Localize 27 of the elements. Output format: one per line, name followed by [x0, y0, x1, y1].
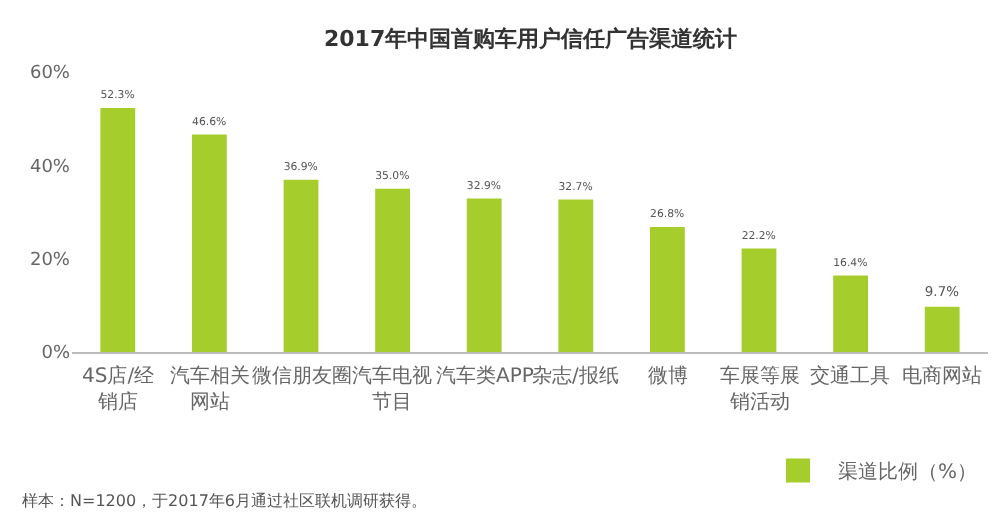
y-tick-label: 20% — [29, 250, 71, 271]
bar — [741, 248, 777, 352]
x-tick-label: 车展等展销活动 — [720, 364, 800, 414]
bar — [650, 226, 685, 352]
bar — [192, 134, 227, 352]
x-tick-label: 杂志/报纸 — [532, 364, 619, 388]
bar — [924, 306, 960, 352]
bar — [100, 107, 136, 352]
bar — [466, 198, 502, 352]
x-tick-label: 4S店/经销店 — [82, 364, 155, 414]
x-tick-label: 汽车类APP — [436, 364, 534, 388]
x-tick-label: 交通工具 — [810, 364, 890, 388]
bar — [833, 275, 868, 352]
y-tick-label: 0% — [41, 344, 71, 365]
text: 样本：N=1200，于2017年6月通过社区联机调研获得。 — [22, 492, 427, 510]
y-tick-label: 60% — [29, 64, 71, 85]
x-tick-label: 汽车电视节目 — [352, 364, 432, 414]
bar — [558, 199, 594, 352]
chart-title: 2017年中国首购车用户信任广告渠道统计 — [324, 26, 738, 52]
x-tick-label: 微信朋友圈 — [252, 364, 352, 388]
x-tick-label: 汽车相关网站 — [170, 364, 250, 414]
legend-label: 渠道比例（%） — [838, 460, 978, 485]
bar — [375, 188, 410, 352]
x-tick-label: 电商网站 — [902, 364, 982, 388]
bar — [283, 179, 319, 352]
y-tick-label: 40% — [29, 157, 71, 178]
x-tick-label: 微博 — [648, 364, 688, 388]
